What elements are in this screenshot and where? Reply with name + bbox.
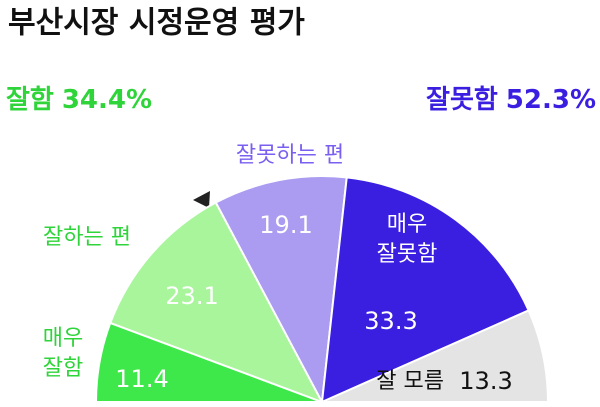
pie-segment	[214, 175, 348, 406]
chart-title: 부산시장 시정운영 평가	[8, 6, 305, 41]
value-label: 11.4	[115, 365, 168, 393]
value-label: 23.1	[165, 282, 218, 310]
summary-name: 잘못함	[426, 85, 498, 115]
pie-segment	[108, 201, 325, 404]
value-label: 33.3	[364, 307, 417, 335]
pie-segment	[320, 176, 530, 404]
pie-segment	[321, 309, 550, 403]
pointer-arrow	[193, 191, 210, 208]
summary-value: 52.3%	[506, 85, 596, 115]
summary-label: 잘못함 52.3%	[426, 85, 596, 115]
category-line: 매우	[387, 212, 427, 237]
value-label: 13.3	[459, 367, 512, 395]
summary-name: 잘함	[6, 85, 54, 115]
summary-value: 34.4%	[62, 85, 152, 115]
category-line: 잘함	[43, 356, 83, 381]
value-label: 19.1	[259, 211, 312, 239]
summary-label: 잘함 34.4%	[6, 85, 152, 115]
category-line: 잘못함	[377, 242, 438, 267]
category-line: 매우	[43, 326, 83, 351]
category-label: 잘 모름	[376, 369, 444, 394]
category-label: 잘못하는 편	[236, 143, 344, 168]
category-label: 잘하는 편	[43, 225, 131, 250]
